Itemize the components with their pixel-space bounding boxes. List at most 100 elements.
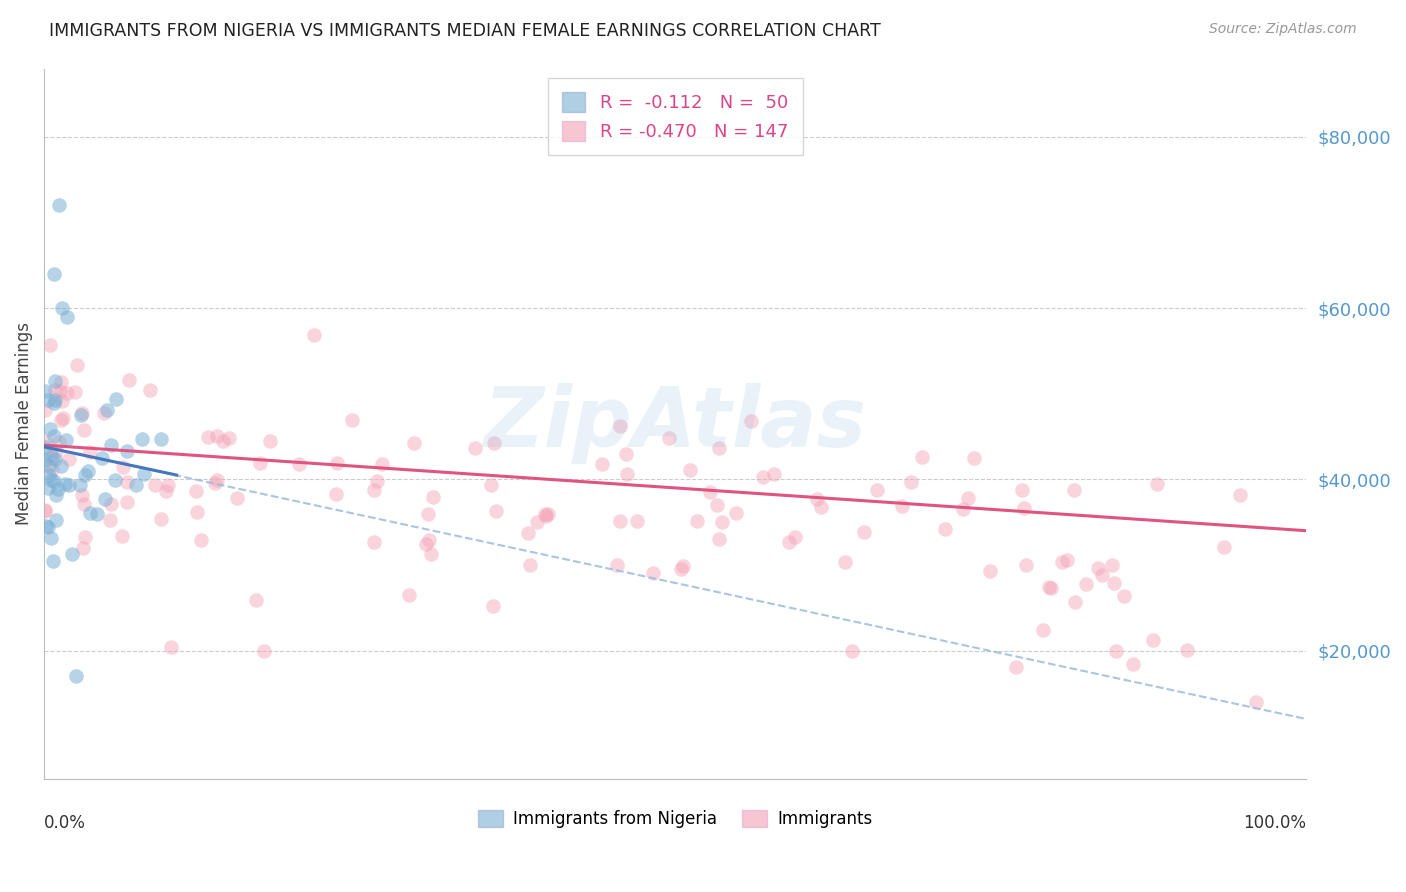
Point [963,450,986,465]
Point [1063,483,1085,497]
Point [53,477,76,491]
Point [41,451,63,466]
Point [42,396,65,410]
Point [852,524,875,539]
Text: 0.0%: 0.0% [44,814,86,832]
Point [139,384,162,398]
Point [464,441,486,455]
Point [1212,540,1234,554]
Point [1063,594,1085,608]
Point [1229,488,1251,502]
Point [900,475,922,490]
Point [149,432,172,446]
Point [416,507,439,521]
Point [44,383,66,397]
Point [785,530,807,544]
Point [1087,561,1109,575]
Point [658,432,681,446]
Point [75,530,97,544]
Point [516,526,538,541]
Point [249,456,271,470]
Text: 100.0%: 100.0% [1243,814,1306,832]
Text: IMMIGRANTS FROM NIGERIA VS IMMIGRANTS MEDIAN FEMALE EARNINGS CORRELATION CHART: IMMIGRANTS FROM NIGERIA VS IMMIGRANTS ME… [49,22,882,40]
Point [526,515,548,529]
Point [79,506,101,520]
Point [415,537,437,551]
Point [1005,660,1028,674]
Point [45,443,67,458]
Point [34,384,56,398]
Point [606,558,628,572]
Point [1102,576,1125,591]
Point [841,643,863,657]
Legend: Immigrants from Nigeria, Immigrants: Immigrants from Nigeria, Immigrants [471,803,879,835]
Point [58,451,80,466]
Point [482,436,505,450]
Point [1101,558,1123,573]
Point [934,522,956,536]
Point [79,445,101,459]
Point [131,432,153,446]
Point [911,450,934,464]
Point [706,498,728,512]
Point [519,558,541,572]
Point [125,478,148,492]
Point [1014,500,1036,515]
Point [115,495,138,509]
Point [41,462,63,476]
Point [398,588,420,602]
Point [73,497,96,511]
Point [778,534,800,549]
Point [205,473,228,487]
Point [70,488,93,502]
Point [957,491,980,506]
Point [34,503,56,517]
Point [34,504,56,518]
Point [1244,695,1267,709]
Point [686,515,709,529]
Point [37,520,59,534]
Point [325,487,347,501]
Point [370,457,392,471]
Point [76,464,98,478]
Point [86,508,108,522]
Point [44,267,66,281]
Point [156,477,179,491]
Point [1038,580,1060,594]
Point [259,434,281,448]
Point [155,483,177,498]
Point [44,474,66,488]
Point [110,529,132,543]
Point [245,593,267,607]
Point [45,488,67,502]
Point [1032,623,1054,637]
Point [37,481,59,495]
Point [49,458,72,473]
Point [117,475,139,489]
Point [1112,589,1135,603]
Point [1091,568,1114,582]
Point [699,485,721,500]
Point [39,473,62,487]
Point [38,337,60,351]
Point [46,482,69,496]
Point [65,384,87,399]
Point [1015,558,1038,572]
Point [420,547,443,561]
Point [340,412,363,426]
Point [34,440,56,454]
Point [363,483,385,497]
Point [211,434,233,449]
Point [44,374,66,388]
Point [55,433,77,447]
Point [1146,476,1168,491]
Point [143,477,166,491]
Point [671,559,693,574]
Point [190,533,212,547]
Point [834,555,856,569]
Point [418,533,440,547]
Point [287,457,309,471]
Point [51,393,73,408]
Point [100,438,122,452]
Point [160,640,183,654]
